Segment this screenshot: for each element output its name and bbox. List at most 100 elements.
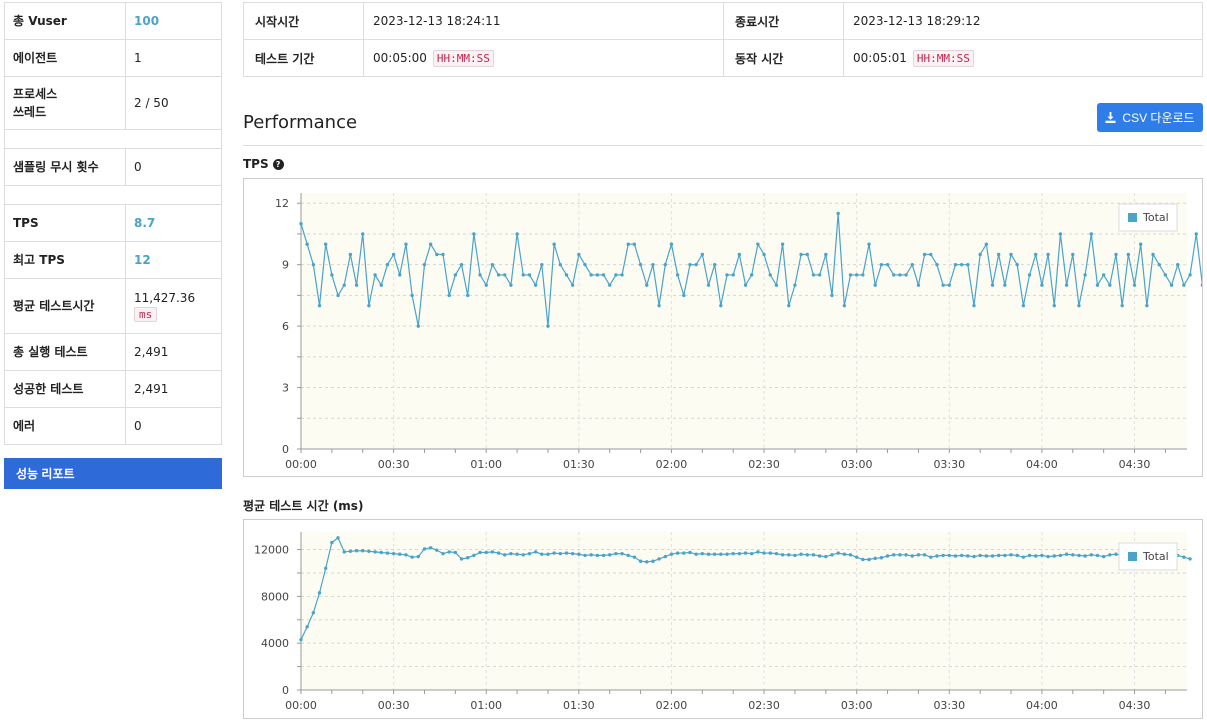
data-point bbox=[1083, 273, 1087, 277]
data-point bbox=[336, 293, 340, 298]
summary-value: 0 bbox=[134, 419, 142, 433]
data-point bbox=[490, 262, 495, 267]
data-point bbox=[398, 552, 402, 556]
data-point bbox=[638, 262, 643, 267]
data-point bbox=[978, 553, 982, 558]
data-point bbox=[1114, 552, 1118, 556]
x-tick-label: 03:30 bbox=[933, 458, 965, 471]
summary-row-tps: TPS 8.7 bbox=[4, 205, 222, 242]
data-point bbox=[978, 252, 982, 257]
data-point bbox=[453, 550, 458, 555]
data-point bbox=[1157, 262, 1161, 267]
x-tick-label: 00:30 bbox=[378, 699, 410, 712]
data-point bbox=[947, 553, 951, 558]
data-point bbox=[1120, 303, 1124, 308]
data-point bbox=[793, 283, 797, 287]
x-tick-label: 00:00 bbox=[285, 458, 317, 471]
data-point bbox=[546, 552, 550, 556]
data-point bbox=[688, 550, 692, 555]
data-point bbox=[391, 551, 396, 556]
summary-spacer bbox=[4, 130, 222, 149]
data-point bbox=[1108, 283, 1112, 287]
data-point bbox=[848, 273, 853, 277]
summary-value: 8.7 bbox=[134, 216, 156, 230]
data-point bbox=[719, 303, 723, 308]
data-point bbox=[391, 252, 396, 257]
data-point bbox=[1009, 252, 1013, 257]
data-point bbox=[1046, 252, 1050, 257]
data-point bbox=[645, 560, 649, 564]
data-point bbox=[1052, 554, 1056, 558]
data-point bbox=[972, 554, 976, 559]
data-point bbox=[404, 553, 408, 557]
data-point bbox=[910, 554, 914, 558]
data-point bbox=[774, 551, 779, 556]
data-point bbox=[1126, 252, 1131, 257]
data-point bbox=[1089, 232, 1093, 236]
run-time-text: 00:05:01 bbox=[853, 51, 907, 65]
csv-download-button[interactable]: CSV 다운로드 bbox=[1097, 103, 1203, 132]
info-row-durations: 테스트 기간 00:05:00 HH:MM:SS 동작 시간 00:05:01 … bbox=[244, 40, 1203, 77]
data-point bbox=[595, 273, 600, 277]
data-point bbox=[892, 553, 896, 557]
data-point bbox=[1169, 283, 1174, 287]
data-point bbox=[484, 283, 488, 287]
data-point bbox=[996, 252, 1001, 257]
x-tick-label: 01:00 bbox=[470, 458, 502, 471]
data-point bbox=[854, 555, 859, 559]
data-point bbox=[367, 303, 371, 308]
data-point bbox=[1132, 283, 1137, 287]
data-point bbox=[787, 303, 791, 308]
data-point bbox=[873, 556, 877, 561]
data-point bbox=[984, 242, 989, 246]
summary-label: 에러 bbox=[5, 408, 126, 444]
data-point bbox=[725, 552, 729, 556]
data-point bbox=[675, 551, 680, 555]
data-point bbox=[1034, 554, 1038, 558]
data-point bbox=[935, 554, 939, 558]
tps-chart: 0 3 6 9 12 00:00 00:30 01:00 01:30 02:00 02:30 03:0… bbox=[243, 178, 1203, 477]
data-point bbox=[589, 553, 593, 557]
data-point bbox=[1027, 273, 1032, 277]
x-tick-label: 02:30 bbox=[748, 699, 780, 712]
x-tick-label: 03:00 bbox=[841, 699, 873, 712]
performance-report-button[interactable]: 성능 리포트 bbox=[4, 458, 222, 489]
data-point bbox=[731, 551, 735, 556]
y-tick-label: 12000 bbox=[254, 544, 289, 557]
data-point bbox=[379, 283, 383, 287]
data-point bbox=[533, 283, 538, 287]
data-point bbox=[583, 262, 587, 267]
data-point bbox=[620, 551, 624, 556]
data-point bbox=[750, 551, 754, 556]
data-point bbox=[1077, 553, 1081, 558]
data-point bbox=[348, 549, 353, 554]
x-tick-label: 03:30 bbox=[933, 699, 965, 712]
data-point bbox=[867, 557, 871, 562]
data-point bbox=[311, 262, 316, 267]
data-point bbox=[787, 553, 791, 557]
data-point bbox=[496, 273, 501, 277]
data-point bbox=[929, 252, 933, 257]
x-tick-label: 04:30 bbox=[1119, 458, 1151, 471]
summary-label: 총 Vuser bbox=[5, 3, 126, 39]
summary-label-line2: 쓰레드 bbox=[13, 105, 47, 119]
summary-row-peak-tps: 최고 TPS 12 bbox=[4, 242, 222, 279]
summary-row-success: 성공한 테스트 2,491 bbox=[4, 371, 222, 408]
summary-label: 총 실행 테스트 bbox=[5, 334, 126, 370]
help-icon[interactable]: ? bbox=[272, 158, 284, 170]
data-point bbox=[1058, 553, 1063, 558]
data-point bbox=[509, 283, 513, 287]
data-point bbox=[527, 273, 532, 277]
data-point bbox=[1034, 252, 1038, 257]
x-tick-label: 00:00 bbox=[285, 699, 317, 712]
unit-badge: ms bbox=[134, 306, 158, 322]
data-point bbox=[953, 554, 958, 558]
x-tick-label: 03:00 bbox=[841, 458, 873, 471]
data-point bbox=[509, 551, 513, 556]
data-point bbox=[737, 551, 742, 556]
data-point bbox=[558, 551, 563, 556]
plot-area bbox=[301, 532, 1187, 690]
data-point bbox=[533, 550, 538, 554]
data-point bbox=[879, 556, 884, 560]
data-point bbox=[935, 262, 939, 267]
